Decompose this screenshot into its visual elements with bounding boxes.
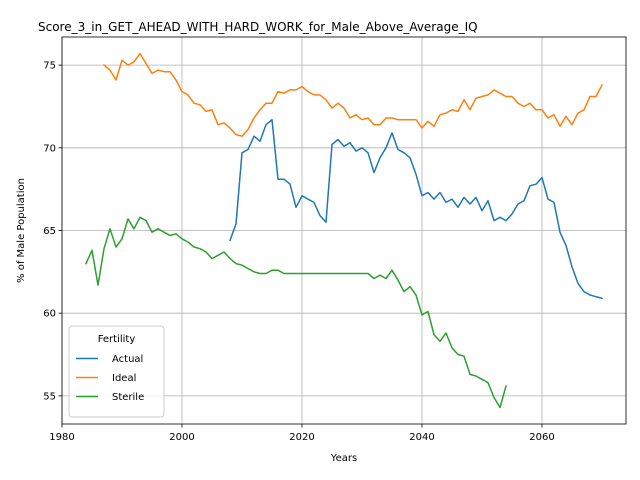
y-tick-label: 70 bbox=[43, 143, 56, 154]
legend-label-sterile: Sterile bbox=[112, 392, 144, 403]
y-tick-label: 65 bbox=[43, 226, 56, 237]
series-line-sterile bbox=[85, 216, 507, 409]
series-line-actual bbox=[229, 118, 603, 300]
series-lines bbox=[85, 52, 604, 409]
legend-items: Actual Ideal Sterile bbox=[76, 354, 144, 403]
y-axis-ticks: 55 60 65 70 75 bbox=[43, 61, 62, 402]
y-tick-label: 55 bbox=[43, 391, 56, 402]
legend: Fertility Actual Ideal Sterile bbox=[68, 325, 165, 418]
legend-label-actual: Actual bbox=[112, 354, 143, 365]
x-axis-label: Years bbox=[330, 453, 357, 464]
x-tick-label: 2020 bbox=[289, 432, 314, 443]
x-tick-label: 2000 bbox=[169, 432, 194, 443]
chart-title: Score_3_in_GET_AHEAD_WITH_HARD_WORK_for_… bbox=[38, 20, 478, 34]
x-tick-label: 2060 bbox=[529, 432, 554, 443]
x-tick-label: 2040 bbox=[409, 432, 434, 443]
y-tick-label: 60 bbox=[43, 309, 56, 320]
y-tick-label: 75 bbox=[43, 61, 56, 72]
legend-label-ideal: Ideal bbox=[112, 373, 136, 384]
legend-box bbox=[68, 325, 165, 418]
legend-title: Fertility bbox=[98, 334, 136, 345]
y-axis-label: % of Male Population bbox=[16, 178, 27, 283]
x-tick-label: 1980 bbox=[49, 432, 74, 443]
series-line-ideal bbox=[102, 52, 604, 137]
x-axis-ticks: 1980 2000 2020 2040 2060 bbox=[49, 424, 555, 443]
